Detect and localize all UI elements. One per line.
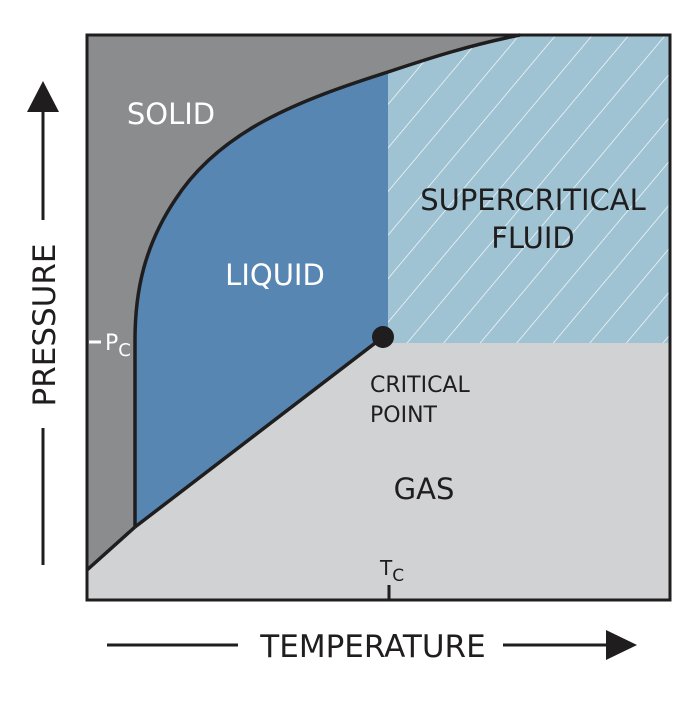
- solid-region: [87, 35, 520, 570]
- pc-label: PC: [105, 331, 131, 361]
- critical-point-marker: [372, 326, 394, 348]
- vaporization-curve: [133, 335, 385, 529]
- solid-label: SOLID: [127, 97, 215, 131]
- plot-frame: [85, 33, 672, 602]
- critical-point-label-line2: POINT: [370, 403, 438, 428]
- supercritical-label-line2: FLUID: [491, 221, 575, 255]
- melting-curve: [133, 33, 521, 527]
- tc-label: TC: [379, 556, 404, 586]
- x-axis-arrowhead-icon: [606, 630, 637, 660]
- liquid-region: [135, 72, 388, 527]
- y-axis-label: PRESSURE: [27, 244, 63, 407]
- y-axis-arrowhead-icon: [27, 81, 59, 112]
- x-axis-label: TEMPERATURE: [259, 629, 485, 665]
- liquid-label: LIQUID: [225, 258, 325, 292]
- supercritical-label-line1: SUPERCRITICAL: [420, 183, 646, 217]
- sublimation-curve: [85, 525, 137, 572]
- gas-label: GAS: [394, 472, 455, 506]
- supercritical-region: [388, 35, 670, 343]
- critical-point-label-line1: CRITICAL: [370, 373, 470, 398]
